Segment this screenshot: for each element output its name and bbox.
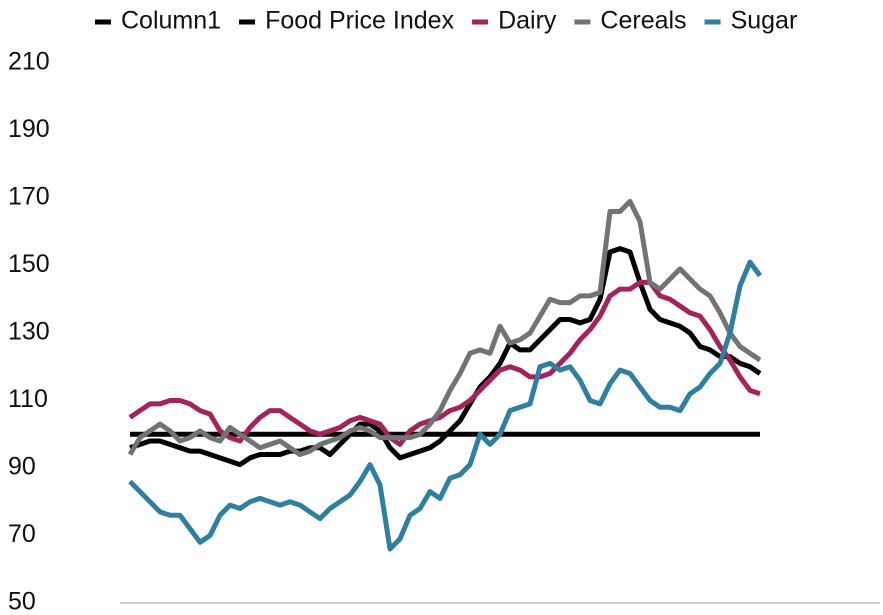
- y-tick-label: 90: [8, 453, 36, 481]
- y-tick-label: 190: [8, 115, 50, 143]
- y-tick-label: 170: [8, 183, 50, 211]
- legend-label: Food Price Index: [265, 7, 454, 35]
- y-tick-label: 130: [8, 318, 50, 346]
- legend-label: Dairy: [498, 7, 557, 35]
- legend: Column1 Food Price Index Dairy Cereals Sugar: [95, 7, 797, 35]
- series-line: [129, 246, 762, 468]
- series-line: [127, 198, 762, 457]
- y-tick-label: 210: [8, 48, 50, 76]
- y-tick-label: 150: [8, 250, 50, 278]
- series-line: [128, 279, 761, 447]
- legend-label: Sugar: [731, 7, 798, 35]
- y-tick-label: 70: [8, 520, 36, 548]
- y-tick-label: 110: [8, 385, 48, 413]
- series-line: [128, 259, 763, 552]
- legend-label: Column1: [121, 7, 221, 35]
- legend-label: Cereals: [600, 7, 686, 35]
- y-tick-label: 50: [8, 588, 36, 615]
